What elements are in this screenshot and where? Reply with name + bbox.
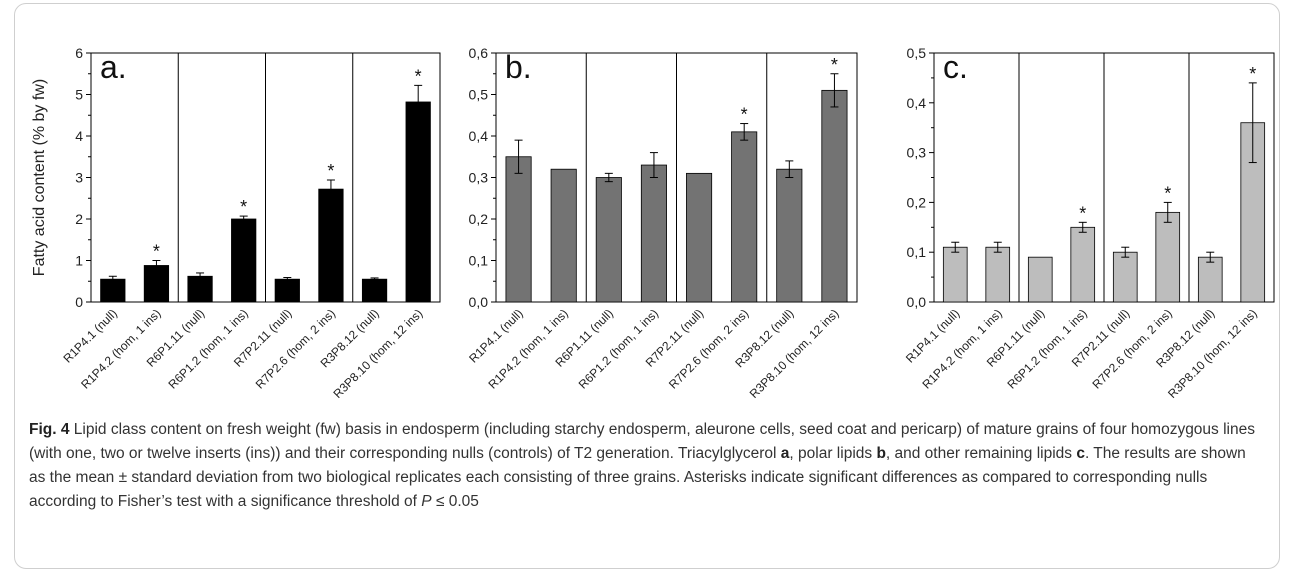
bar: [985, 246, 1011, 303]
caption-p-italic: P: [421, 493, 432, 510]
bar: [942, 246, 968, 303]
significance-asterisk: *: [1079, 203, 1086, 223]
y-tick-label: 0,6: [469, 45, 489, 61]
bar: [361, 278, 388, 303]
bar: [821, 89, 848, 303]
caption-ref-c: c: [1076, 445, 1085, 462]
bar: [595, 177, 622, 303]
y-tick-label: 0,2: [469, 211, 489, 227]
y-tick-label: 0,0: [469, 294, 489, 310]
y-tick-label: 0,5: [907, 45, 927, 61]
y-tick-label: 0,0: [907, 294, 927, 310]
caption-ref-a: a: [780, 445, 790, 462]
x-tick-label: R6P1.2 (hom, 1 ins): [576, 306, 661, 391]
chart-panel-a: 0 1 2 3 4 5 6 a. Fatty acid content (% by fw) R1P…: [31, 45, 441, 401]
significance-asterisk: *: [327, 161, 334, 181]
x-tick-label: R1P4.2 (hom, 1 ins): [920, 306, 1005, 391]
y-tick-label: 0,4: [907, 95, 927, 111]
panel-label: a.: [100, 49, 127, 85]
x-tick-label: R1P4.2 (hom, 1 ins): [485, 306, 570, 391]
bar: [1112, 251, 1138, 303]
bar: [686, 172, 713, 303]
y-tick-label: 0,5: [469, 87, 489, 103]
x-tick-label: R7P2.6 (hom, 2 ins): [253, 306, 338, 391]
caption-text-2: , polar lipids: [789, 445, 877, 462]
y-tick-label: 1: [75, 253, 83, 269]
bar: [405, 101, 431, 303]
bar: [318, 188, 344, 303]
x-tick-label: R1P4.2 (hom, 1 ins): [78, 306, 163, 391]
significance-asterisk: *: [831, 55, 838, 75]
y-tick-label: 0,2: [907, 194, 927, 210]
x-tick-label: R3P8.10 (hom, 12 ins): [331, 306, 426, 401]
x-tick-label: R3P8.10 (hom, 12 ins): [747, 306, 842, 401]
bar: [187, 275, 213, 303]
y-tick-label: 0,1: [469, 253, 489, 269]
panel-label: c.: [943, 49, 968, 85]
bar: [1197, 256, 1223, 303]
chart-panel-b: 0,00,10,20,30,40,50,6 b.R1P4.1 (null)R1P4…: [466, 45, 858, 401]
significance-asterisk: *: [741, 105, 748, 125]
y-tick-label: 0,4: [469, 128, 489, 144]
bar: [143, 265, 170, 303]
x-tick-label: R7P2.6 (hom, 2 ins): [666, 306, 751, 391]
caption-ref-b: b: [876, 445, 886, 462]
bar: [640, 164, 667, 303]
y-tick-label: 3: [75, 170, 83, 186]
y-tick-label: 0,3: [907, 145, 927, 161]
x-tick-label: R7P2.6 (hom, 2 ins): [1090, 306, 1175, 391]
y-tick-label: 0: [75, 294, 83, 310]
x-tick-label: R6P1.2 (hom, 1 ins): [165, 306, 250, 391]
significance-asterisk: *: [1164, 183, 1171, 203]
chart-panel-c: 0,00,10,20,30,40,5 c.R1P4.1 (null)R1P4.2 …: [903, 45, 1275, 401]
bar: [550, 168, 577, 303]
bar: [1070, 226, 1096, 303]
significance-asterisk: *: [240, 197, 247, 217]
y-tick-label: 6: [75, 45, 83, 61]
caption-text-3: , and other remaining lipids: [885, 445, 1077, 462]
bar: [100, 278, 126, 303]
figure-caption: Fig. 4 Lipid class content on fresh weig…: [29, 418, 1264, 514]
y-tick-label: 0,3: [469, 170, 489, 186]
bar: [731, 131, 758, 303]
bar: [1155, 211, 1181, 303]
x-tick-label: R6P1.2 (hom, 1 ins): [1005, 306, 1090, 391]
significance-asterisk: *: [415, 66, 422, 86]
y-tick-label: 5: [75, 87, 83, 103]
panel-label: b.: [505, 49, 532, 85]
caption-text-1: Lipid class content on fresh weight (fw)…: [29, 421, 1255, 462]
bar: [505, 156, 532, 303]
bar: [231, 218, 257, 303]
significance-asterisk: *: [153, 242, 160, 262]
bar: [776, 168, 803, 303]
y-tick-label: 4: [75, 128, 83, 144]
significance-asterisk: *: [1249, 64, 1256, 84]
y-tick-label: 0,1: [907, 244, 927, 260]
bar: [274, 278, 300, 303]
caption-text-4: . The results are shown as the mean ± st…: [29, 445, 1246, 510]
bar: [1027, 256, 1053, 303]
y-tick-label: 2: [75, 211, 83, 227]
caption-fig-label: Fig. 4: [29, 421, 70, 438]
y-axis-label: Fatty acid content (% by fw): [31, 79, 48, 276]
caption-text-5: ≤ 0.05: [431, 493, 479, 510]
